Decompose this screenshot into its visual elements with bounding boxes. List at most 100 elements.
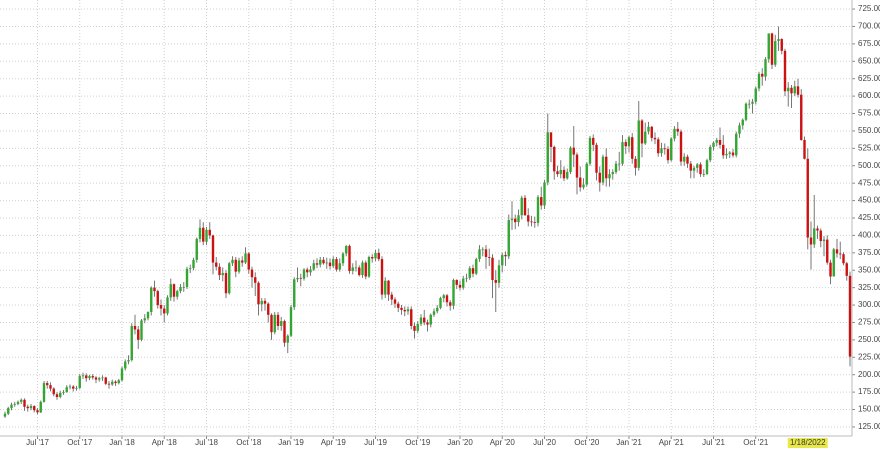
candle-body xyxy=(153,287,156,292)
candle-body xyxy=(702,174,705,175)
candle-body xyxy=(228,263,231,294)
candle-body xyxy=(556,171,559,175)
candle-body xyxy=(283,321,286,343)
candle-body xyxy=(709,146,712,161)
candle-body xyxy=(536,197,540,223)
candle-body xyxy=(715,139,718,143)
candle-body xyxy=(59,392,62,397)
candle-body xyxy=(111,381,114,385)
candle-body xyxy=(627,137,631,147)
y-tick-label: 450.00 xyxy=(858,196,880,205)
candle-body xyxy=(325,262,328,264)
candle-body xyxy=(254,277,257,283)
candle-body xyxy=(91,376,94,378)
candle-body xyxy=(816,228,819,231)
candle-body xyxy=(452,279,455,306)
candle-body xyxy=(770,33,774,65)
candle-body xyxy=(455,279,458,285)
candle-body xyxy=(673,128,676,139)
candle-body xyxy=(829,262,832,277)
candle-body xyxy=(172,284,176,297)
candle-body xyxy=(423,317,426,323)
candle-body xyxy=(257,282,260,305)
y-tick-label: 225.00 xyxy=(858,352,880,361)
y-tick-label: 175.00 xyxy=(858,387,880,396)
candle-body xyxy=(598,172,601,183)
candle-body xyxy=(439,298,442,308)
candle-body xyxy=(29,406,33,409)
candle-body xyxy=(68,386,72,388)
candle-body xyxy=(738,125,741,134)
candle-body xyxy=(416,323,419,331)
candle-body xyxy=(663,148,666,150)
x-tick-label: Jan '18 xyxy=(109,438,135,447)
candle-body xyxy=(572,147,575,155)
candle-body xyxy=(26,406,29,409)
candle-body xyxy=(367,257,371,277)
candle-body xyxy=(533,222,536,223)
y-tick-label: 275.00 xyxy=(858,318,880,327)
x-tick-label: Jul '19 xyxy=(364,438,387,447)
candle-body xyxy=(345,245,348,254)
candle-body xyxy=(315,263,319,265)
candle-body xyxy=(156,291,159,306)
candle-body xyxy=(127,360,130,362)
candle-body xyxy=(683,156,686,162)
candle-body xyxy=(351,267,354,271)
candle-body xyxy=(491,257,494,280)
candle-body xyxy=(169,284,172,298)
candle-body xyxy=(374,252,377,259)
candle-body xyxy=(85,375,88,379)
candle-body xyxy=(449,302,452,306)
candle-body xyxy=(302,269,306,279)
candle-body xyxy=(65,387,68,393)
candle-body xyxy=(764,59,767,77)
candle-body xyxy=(478,249,481,260)
candle-body xyxy=(426,322,429,325)
candle-body xyxy=(605,156,608,179)
x-tick-label: Apr '18 xyxy=(152,438,178,447)
candle-body xyxy=(247,253,250,270)
candle-body xyxy=(757,73,761,89)
candle-body xyxy=(150,287,153,313)
candle-body xyxy=(660,148,663,154)
candle-body xyxy=(7,408,10,414)
candle-body xyxy=(94,377,98,380)
candle-body xyxy=(62,392,65,393)
candle-body xyxy=(260,300,263,305)
candle-body xyxy=(644,131,647,144)
candle-body xyxy=(504,254,507,257)
candle-body xyxy=(234,259,237,272)
candle-body xyxy=(741,119,744,126)
candle-body xyxy=(527,215,530,222)
candle-body xyxy=(270,314,273,333)
candle-body xyxy=(280,321,283,326)
candle-body xyxy=(146,312,150,319)
candle-body xyxy=(124,361,127,369)
candle-body xyxy=(813,228,816,245)
candle-body xyxy=(46,383,49,386)
candle-body xyxy=(510,218,514,221)
candle-body xyxy=(137,329,140,340)
candle-body xyxy=(761,73,764,77)
candle-body xyxy=(728,152,731,154)
candle-body xyxy=(783,50,787,92)
candle-body xyxy=(130,325,133,361)
candle-body xyxy=(579,177,582,188)
candle-body xyxy=(657,139,660,154)
candle-body xyxy=(725,153,728,156)
candle-body xyxy=(296,277,299,280)
candle-body xyxy=(419,317,423,324)
candle-body xyxy=(751,101,754,104)
candle-body xyxy=(120,368,124,381)
candle-body xyxy=(13,403,16,405)
candle-body xyxy=(23,399,26,407)
candle-body xyxy=(335,259,338,270)
candle-body xyxy=(432,311,436,315)
y-tick-label: 725.00 xyxy=(858,4,880,13)
candle-body xyxy=(744,103,748,120)
candle-body xyxy=(163,308,166,314)
candle-body xyxy=(481,249,484,251)
x-tick-label: Oct '18 xyxy=(236,438,262,447)
candle-body xyxy=(276,314,280,326)
